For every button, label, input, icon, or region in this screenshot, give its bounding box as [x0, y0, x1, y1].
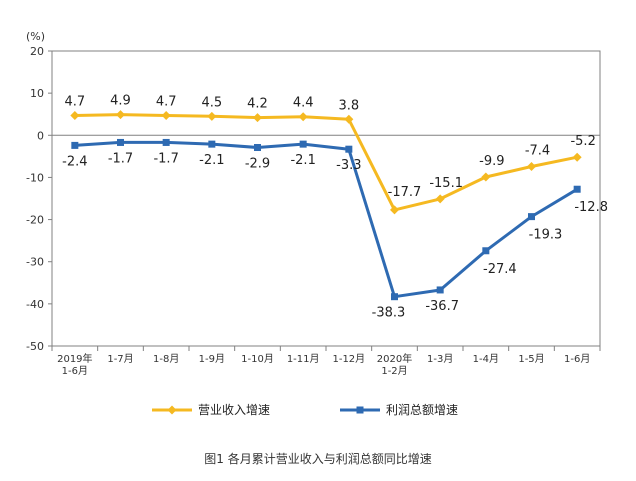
series-1-point [527, 161, 536, 171]
x-tick-label-line: 1-6月 [62, 365, 88, 377]
series-1-data-label: 4.7 [64, 94, 85, 109]
x-tick-label-line: 1-10月 [241, 353, 274, 365]
series-2-point [71, 141, 79, 149]
series-2-data-label: -38.3 [372, 306, 406, 321]
series-1-data-label: -15.1 [429, 176, 463, 191]
series-2-data-label: -2.1 [290, 153, 315, 168]
legend-marker [167, 405, 177, 415]
x-tick-label-line: 1-3月 [427, 353, 453, 365]
series-2-data-label: -27.4 [483, 262, 517, 277]
x-tick-label: 2019年 1-6月 [57, 352, 92, 377]
x-tick-label-line: 1-9月 [199, 353, 225, 365]
series-1-data-label: -5.2 [570, 134, 595, 149]
series-2-point [299, 140, 307, 148]
x-tick-label-line: 1-2月 [381, 365, 407, 377]
series-2-data-label: -19.3 [529, 228, 563, 243]
series-1-data-label: 4.4 [293, 96, 314, 111]
y-unit-label: (%) [26, 30, 45, 43]
series-1-point [344, 114, 354, 124]
x-tick-label-line: 1-8月 [153, 353, 179, 365]
x-tick-label-line: 2019年 [57, 352, 92, 365]
series-line-1 [74, 113, 578, 212]
legend-item-1: 营业收入增速 [152, 403, 270, 417]
series-1-data-label: 3.8 [338, 98, 359, 113]
series-1-data-label: -17.7 [388, 185, 422, 200]
y-tick-label: 0 [37, 129, 44, 142]
legend-label: 利润总额增速 [386, 403, 458, 417]
series-2-point [254, 144, 261, 152]
series-1-point [116, 110, 125, 120]
x-tick-label-line: 1-7月 [107, 353, 133, 365]
legend: 营业收入增速 利润总额增速 [152, 403, 458, 417]
legend-item-2: 利润总额增速 [340, 403, 458, 417]
x-tick-label-line: 1-4月 [473, 353, 499, 365]
x-tick-label-line: 2020年 [377, 352, 412, 365]
series-2-point [117, 138, 124, 146]
x-tick-label: 1-4月 [473, 353, 499, 365]
y-tick-label: 10 [30, 87, 44, 100]
series-1-point [298, 112, 308, 122]
series-2-point [482, 247, 490, 255]
series-1-data-label: 4.7 [156, 94, 177, 109]
y-tick-label: -20 [26, 214, 44, 227]
series-1-point [161, 110, 171, 120]
series-1-data-label: 4.5 [201, 95, 222, 110]
x-tick-label: 2020年 1-2月 [377, 352, 412, 377]
y-tick-label: -50 [26, 340, 44, 353]
x-tick-label: 1-8月 [153, 353, 179, 365]
series-2-point [391, 293, 398, 301]
series-1-point [435, 194, 445, 204]
series-2-data-label: -3.3 [336, 158, 361, 173]
series-2-data-label: -2.4 [62, 154, 87, 169]
x-tick-label-line: 1-12月 [332, 353, 365, 365]
series-2-data-label: -2.9 [245, 157, 270, 172]
series-1-point [70, 110, 80, 120]
x-tick-label: 1-6月 [564, 353, 590, 365]
series-1-data-label: 4.9 [110, 94, 131, 109]
x-tick-label: 1-5月 [518, 353, 544, 365]
series-2-data-label: -2.1 [199, 153, 224, 168]
series-2-data-label: -1.7 [153, 151, 178, 166]
figure-caption: 图1 各月累计营业收入与利润总额同比增速 [204, 451, 431, 466]
x-tick-label: 1-3月 [427, 353, 453, 365]
series-2-point [436, 286, 444, 294]
x-tick-label: 1-7月 [107, 353, 133, 365]
series-1-point [390, 205, 399, 215]
series-1-point [572, 152, 582, 162]
series-2-data-label: -1.7 [108, 151, 133, 166]
series-2-point [345, 145, 353, 153]
x-tick-label-line: 1-5月 [518, 353, 544, 365]
x-tick-label: 1-12月 [332, 353, 365, 365]
legend-label: 营业收入增速 [198, 403, 270, 417]
series-2-data-label: -36.7 [425, 299, 459, 314]
series-line-2 [74, 140, 578, 299]
series-2-point [528, 213, 535, 221]
legend-marker [356, 406, 364, 414]
series-1-data-label: -7.4 [525, 143, 550, 158]
y-tick-label: 20 [30, 45, 44, 58]
x-tick-label: 1-9月 [199, 353, 225, 365]
y-tick-label: -40 [26, 298, 44, 311]
series-1-data-label: 4.2 [247, 97, 268, 112]
series-2-point [208, 140, 216, 148]
x-tick-label: 1-11月 [287, 353, 320, 365]
series-1-point [253, 113, 262, 123]
series-2-point [162, 138, 170, 146]
x-tick-label: 1-10月 [241, 353, 274, 365]
series-1-data-label: -9.9 [479, 154, 504, 169]
series-1-point [481, 172, 491, 182]
y-tick-label: -10 [26, 171, 44, 184]
x-tick-label-line: 1-6月 [564, 353, 590, 365]
series-2-data-label: -12.8 [574, 200, 608, 215]
x-tick-label-line: 1-11月 [287, 353, 320, 365]
series-2-point [573, 185, 581, 193]
series-1-point [207, 111, 217, 121]
y-tick-label: -30 [26, 256, 44, 269]
